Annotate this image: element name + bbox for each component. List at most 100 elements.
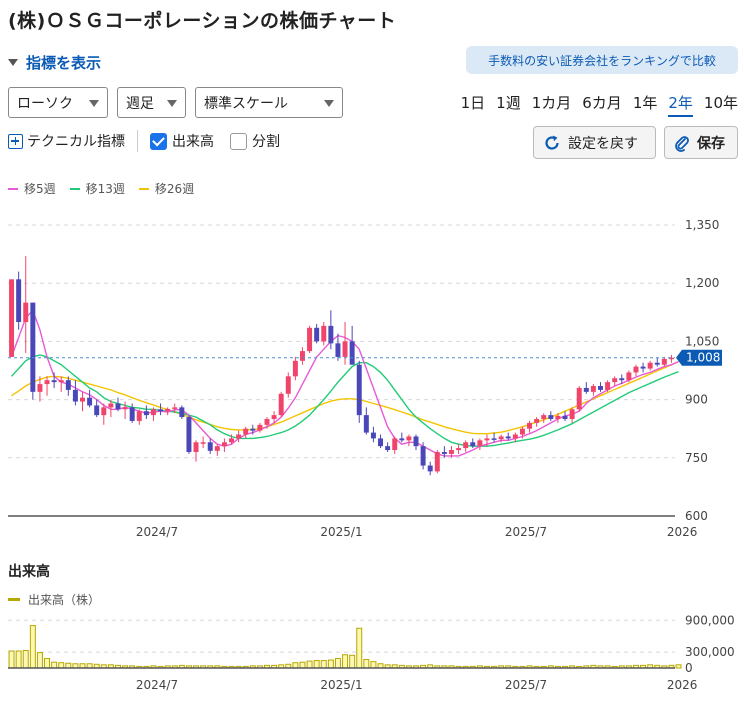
volume-bar [576,665,583,669]
legend-swatch [8,187,18,190]
volume-bar [611,665,618,669]
volume-bar [228,665,235,669]
technical-indicator-toggle[interactable]: テクニカル指標 [27,134,125,150]
volume-bar [668,664,675,669]
candle-body [541,415,547,419]
period-tab[interactable]: 1日 [460,94,486,112]
volume-bar [22,650,29,669]
reset-settings-button[interactable]: 設定を戻す [533,126,656,159]
period-tab[interactable]: 6カ月 [582,94,622,112]
volume-bar [526,665,533,669]
candle-body [498,436,504,440]
x-tick-label: 2025/7 [505,525,547,539]
candle-body [221,442,227,447]
volume-bar [632,664,639,669]
volume-bar [115,664,121,669]
scale-value: 標準スケール [204,95,288,112]
volume-bar [320,660,327,669]
interval-select[interactable]: 週足 [117,87,186,118]
volume-bar [264,664,270,669]
volume-bar [498,665,505,669]
candle-body [122,407,128,410]
candle-body [136,411,142,421]
candle-body [491,438,497,440]
candle-body [434,451,440,472]
volume-bar [448,665,455,669]
volume-tick-label: 900,000 [685,613,735,627]
volume-legend: 出来高（株） [8,591,100,608]
legend-label: 移26週 [154,182,195,196]
split-checkbox[interactable] [230,132,247,150]
scale-select[interactable]: 標準スケール [195,87,343,118]
volume-bar [434,665,441,669]
candle-body [44,380,50,385]
period-tab[interactable]: 1週 [496,94,521,112]
ma5-line [10,309,679,457]
reset-settings-label: 設定を戻す [568,135,638,152]
y-tick-label: 600 [685,509,708,523]
volume-tick-label: 0 [685,661,693,675]
candle-body [172,407,178,409]
legend-label: 移13週 [85,182,125,196]
volume-bar [512,665,519,669]
period-tab[interactable]: 10年 [703,94,738,112]
volume-bar [327,659,334,669]
volume-bar [625,665,632,669]
volume-bar [157,665,164,669]
candle-body [598,386,603,390]
y-tick-label: 750 [685,451,708,465]
candle-body [207,442,213,451]
volume-bar [292,662,299,669]
volume-bar [604,665,611,669]
period-tabs: 1日 1週 1カ月 6カ月 1年 2年 10年 [450,92,738,117]
candle-body [569,409,575,419]
candle-body [534,419,540,423]
save-button[interactable]: 保存 [664,126,738,159]
volume-bar [562,665,568,669]
candle-body [243,428,249,435]
candle-body [477,440,483,447]
volume-bar [242,665,249,669]
candle-body [250,428,256,431]
volume-checkbox[interactable] [150,132,167,150]
chevron-down-icon [324,100,334,107]
candle-body [406,436,412,441]
volume-bar [185,665,192,669]
candle-body [505,436,511,439]
volume-bar [391,664,398,669]
candle-body [264,419,270,425]
legend-item: 移5週 [8,180,56,197]
legend-item: 移26週 [138,180,195,197]
indicator-toggle[interactable]: 指標を表示 [8,52,101,73]
period-tab[interactable]: 2年 [668,92,693,117]
volume-bar [299,661,306,669]
candle-body [186,417,192,452]
volume-bar [647,664,654,669]
candle-body [640,366,646,369]
plus-icon[interactable] [8,133,23,149]
candle-body [129,407,135,421]
candle-body [321,325,327,342]
period-tab[interactable]: 1カ月 [531,94,572,112]
moving-average-legend: 移5週 移13週 移26週 [8,180,208,197]
page-title: (株)ＯＳＧコーポレーションの株価チャート [8,10,397,32]
volume-bar [122,665,129,669]
volume-bar [356,627,363,669]
price-chart: 1,350 1,200 1,050 900 750 600 2024/7 2025/1 2025… [8,218,722,539]
collapse-triangle-icon [8,59,18,66]
candle-body [292,360,298,377]
legend-swatch [69,187,80,190]
candle-body [612,378,618,383]
indicator-toggle-label: 指標を表示 [26,54,102,72]
candle-body [179,407,185,418]
broker-ranking-link[interactable]: 手数料の安い証券会社をランキングで比較 [466,46,738,74]
candle-body [562,415,568,419]
chevron-down-icon [89,100,99,107]
volume-bar [313,660,320,669]
volume-bar [377,663,384,669]
volume-legend-label: 出来高（株） [28,593,101,607]
x-tick-label: 2025/1 [320,525,362,539]
chart-type-select[interactable]: ローソク [8,87,108,118]
period-tab[interactable]: 1年 [632,94,658,112]
interval-value: 週足 [126,95,154,112]
